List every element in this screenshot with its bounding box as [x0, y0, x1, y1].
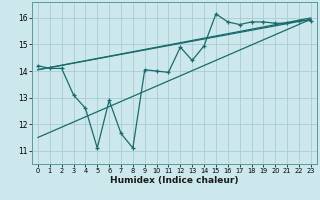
- X-axis label: Humidex (Indice chaleur): Humidex (Indice chaleur): [110, 176, 239, 185]
